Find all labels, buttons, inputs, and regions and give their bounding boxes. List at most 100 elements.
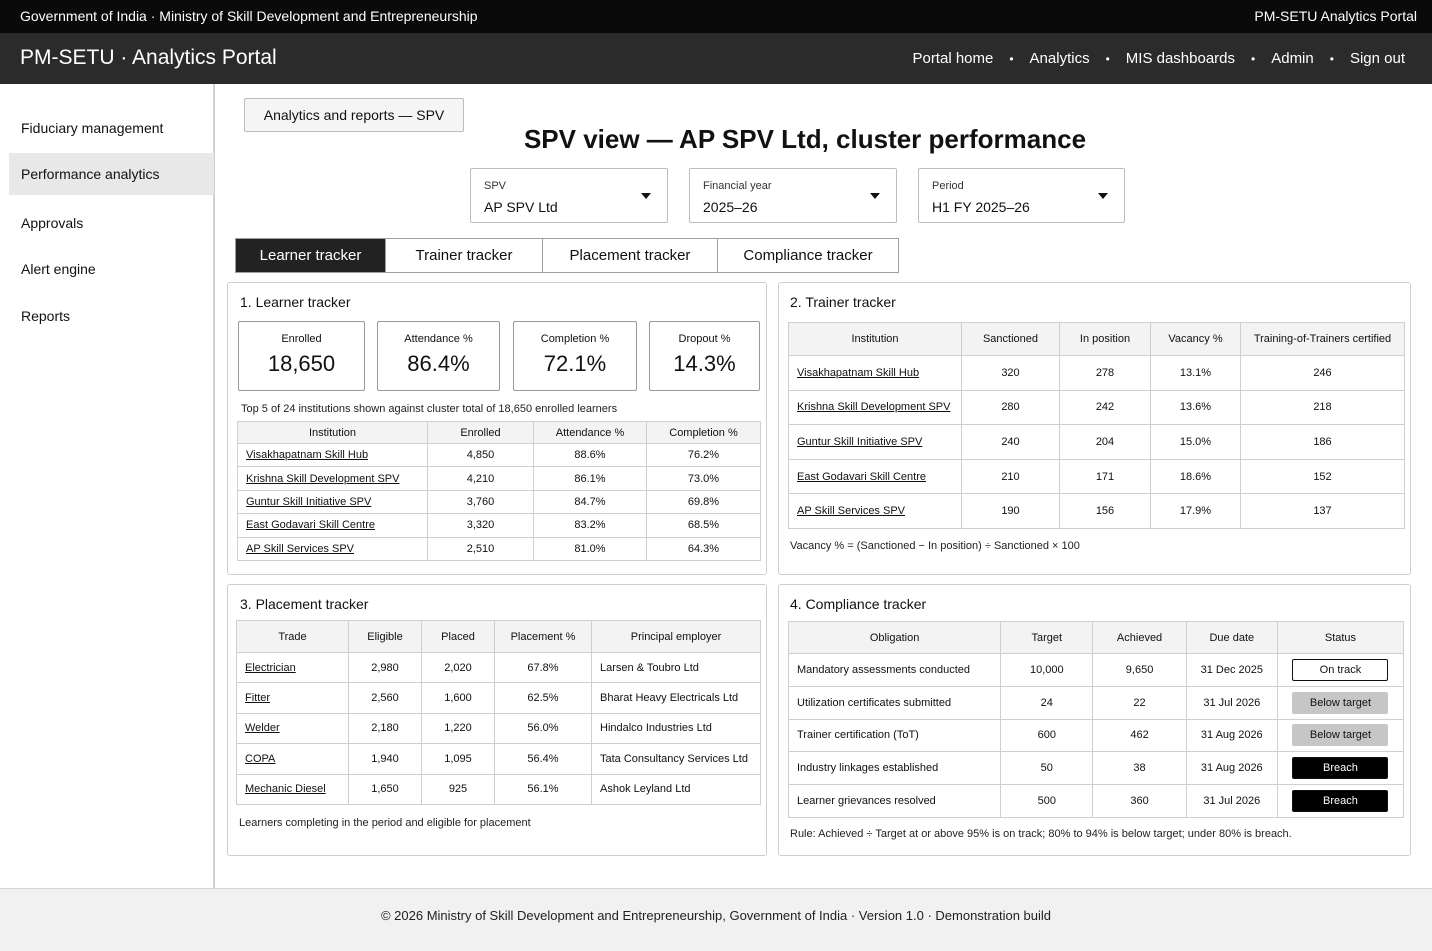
table-cell: Breach (1276, 784, 1405, 818)
sidebar-item-fiduciary-management[interactable]: Fiduciary management (21, 120, 164, 136)
table-cell: 81.0% (533, 536, 647, 561)
column-header: Enrolled (427, 421, 534, 444)
table-cell: East Godavari Skill Centre (788, 458, 962, 495)
table-row: AP Skill Services SPV 2,510 81.0% 64.3% (237, 536, 761, 561)
table-cell: 360 (1092, 784, 1187, 818)
table-cell: 10,000 (1000, 653, 1094, 687)
sidebar-item-alert-engine[interactable]: Alert engine (21, 261, 96, 277)
table-cell: 24 (1000, 685, 1094, 720)
financial-year-select[interactable]: Financial year 2025–26 (689, 168, 897, 223)
table-cell: 86.1% (533, 466, 647, 491)
table-cell: 462 (1092, 718, 1187, 753)
institution-link[interactable]: AP Skill Services SPV (246, 542, 355, 555)
table-cell: 280 (961, 389, 1060, 426)
table-cell: 38 (1092, 751, 1187, 786)
table-cell: Visakhapatnam Skill Hub (237, 442, 428, 468)
table-cell: East Godavari Skill Centre (237, 513, 428, 538)
table-cell: Utilization certificates submitted (787, 685, 1002, 720)
table-cell: Electrician (236, 651, 349, 684)
table-cell: 17.9% (1150, 493, 1241, 529)
table-cell: 240 (961, 424, 1060, 460)
column-header: Target (1000, 621, 1094, 654)
table-cell: On track (1276, 653, 1405, 687)
period-select[interactable]: Period H1 FY 2025–26 (918, 168, 1125, 223)
kpi-value: 18,650 (267, 351, 336, 376)
table-cell: 13.6% (1150, 389, 1241, 426)
table-header-row: Obligation Target Achieved Due date Status (787, 621, 1405, 654)
trade-link[interactable]: Fitter (245, 692, 271, 705)
table-cell: 1,095 (421, 743, 495, 775)
table-cell: Larsen & Toubro Ltd (591, 651, 761, 684)
institution-link[interactable]: Guntur Skill Initiative SPV (797, 435, 923, 448)
table-cell: 210 (961, 458, 1060, 495)
table-row: Welder 2,180 1,220 56.0% Hindalco Industries… (236, 712, 761, 745)
table-header-row: Institution Sanctioned In position Vacancy … (788, 322, 1405, 356)
table-row: Utilization certificates submitted 24 22 31… (787, 685, 1405, 720)
tab-learner-tracker[interactable]: Learner tracker (236, 239, 386, 272)
breadcrumb[interactable]: Analytics and reports — SPV (244, 98, 464, 132)
tab-placement-tracker[interactable]: Placement tracker (543, 239, 718, 272)
table-cell: Breach (1276, 751, 1405, 786)
panel-title: 2. Trainer tracker (790, 294, 896, 310)
trade-link[interactable]: COPA (245, 752, 276, 765)
institution-link[interactable]: Visakhapatnam Skill Hub (797, 366, 920, 379)
institution-link[interactable]: Guntur Skill Initiative SPV (246, 495, 372, 508)
column-header: Sanctioned (961, 322, 1060, 356)
institution-link[interactable]: East Godavari Skill Centre (246, 519, 375, 532)
sidebar-item-approvals[interactable]: Approvals (21, 215, 84, 231)
trade-link[interactable]: Mechanic Diesel (245, 783, 326, 796)
page-title: SPV view — AP SPV Ltd, cluster performan… (523, 124, 1087, 154)
top-nav: Portal home • Analytics • MIS dashboards… (912, 50, 1405, 67)
institution-link[interactable]: Krishna Skill Development SPV (797, 401, 951, 414)
spv-select[interactable]: SPV AP SPV Ltd (470, 168, 668, 223)
brand-title[interactable]: PM-SETU · Analytics Portal (20, 46, 277, 69)
table-cell: 3,320 (427, 513, 534, 538)
nav-portal-home[interactable]: Portal home (912, 50, 994, 67)
table-cell: 242 (1059, 389, 1151, 426)
nav-mis-dashboards[interactable]: MIS dashboards (1125, 50, 1236, 67)
trade-link[interactable]: Electrician (245, 661, 296, 674)
table-cell: Mechanic Diesel (236, 773, 349, 805)
table-row: Fitter 2,560 1,600 62.5% Bharat Heavy Electr… (236, 682, 761, 714)
nav-separator: • (1009, 51, 1014, 66)
spv-select-value: AP SPV Ltd (484, 199, 558, 215)
nav-admin[interactable]: Admin (1271, 50, 1314, 67)
table-cell: Welder (236, 712, 349, 745)
table-row: Mechanic Diesel 1,650 925 56.1% Ashok Leylan… (236, 773, 761, 805)
compliance-tracker-panel: 4. Compliance tracker Obligation Target Ac… (778, 584, 1411, 856)
portal-label: PM-SETU Analytics Portal (1254, 8, 1417, 24)
table-cell: 246 (1240, 355, 1405, 391)
institution-link[interactable]: East Godavari Skill Centre (797, 470, 926, 483)
table-cell: 15.0% (1150, 424, 1241, 460)
table-cell: 1,650 (348, 773, 422, 805)
table-row: Trainer certification (ToT) 600 462 31 Aug … (787, 718, 1405, 753)
table-row: Guntur Skill Initiative SPV 240 204 15.0% 18… (788, 424, 1405, 460)
kpi-label: Enrolled (281, 333, 322, 345)
trainer-note: Vacancy % = (Sanctioned − In position) ÷… (790, 540, 1080, 552)
table-cell: Below target (1276, 718, 1405, 753)
table-cell: 31 Jul 2026 (1185, 784, 1278, 818)
nav-sign-out[interactable]: Sign out (1349, 50, 1405, 67)
institution-link[interactable]: AP Skill Services SPV (797, 505, 906, 518)
institution-link[interactable]: Visakhapatnam Skill Hub (246, 449, 369, 462)
sidebar-item-performance-analytics[interactable]: Performance analytics (9, 153, 214, 195)
table-cell: 9,650 (1092, 653, 1187, 687)
sidebar: Fiduciary management Performance analyti… (0, 84, 215, 888)
table-cell: AP Skill Services SPV (788, 493, 962, 529)
table-cell: 73.0% (646, 466, 761, 491)
footer: © 2026 Ministry of Skill Development and… (0, 888, 1432, 951)
sidebar-item-reports[interactable]: Reports (21, 308, 71, 324)
tab-compliance-tracker[interactable]: Compliance tracker (743, 247, 873, 264)
chevron-down-icon (641, 193, 651, 199)
table-cell: 925 (421, 773, 495, 805)
trade-link[interactable]: Welder (245, 722, 280, 735)
nav-analytics[interactable]: Analytics (1029, 50, 1090, 67)
table-cell: Krishna Skill Development SPV (237, 466, 428, 491)
tab-trainer-tracker[interactable]: Trainer tracker (386, 239, 543, 272)
table-row: Learner grievances resolved 500 360 31 Jul … (787, 784, 1405, 818)
column-header: Institution (237, 421, 428, 444)
table-cell: 64.3% (646, 536, 761, 561)
table-cell: 218 (1240, 389, 1405, 426)
table-cell: 31 Aug 2026 (1185, 718, 1278, 753)
institution-link[interactable]: Krishna Skill Development SPV (246, 472, 400, 485)
